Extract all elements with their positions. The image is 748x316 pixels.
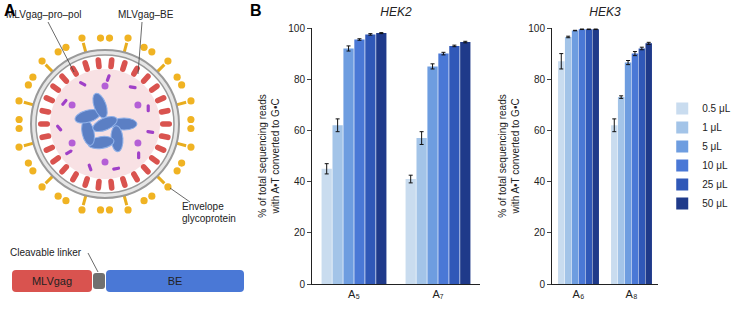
svg-text:100: 100 bbox=[288, 23, 305, 34]
svg-text:50 μL: 50 μL bbox=[702, 198, 728, 209]
svg-text:0: 0 bbox=[299, 279, 305, 290]
svg-text:40: 40 bbox=[294, 176, 306, 187]
svg-text:HEK2: HEK2 bbox=[380, 5, 412, 19]
svg-text:80: 80 bbox=[294, 74, 306, 85]
svg-text:% of total sequencing readswit: % of total sequencing readswith A•T conv… bbox=[497, 94, 521, 217]
svg-text:60: 60 bbox=[294, 125, 306, 136]
svg-text:0: 0 bbox=[539, 279, 545, 290]
svg-text:1 μL: 1 μL bbox=[702, 122, 722, 133]
svg-text:0.5 μL: 0.5 μL bbox=[702, 103, 730, 114]
svg-text:10 μL: 10 μL bbox=[702, 160, 728, 171]
svg-text:A₅: A₅ bbox=[348, 288, 360, 300]
svg-text:5 μL: 5 μL bbox=[702, 141, 722, 152]
svg-text:A₇: A₇ bbox=[432, 288, 443, 300]
svg-text:40: 40 bbox=[534, 176, 546, 187]
svg-text:80: 80 bbox=[534, 74, 546, 85]
svg-text:% of total sequencing readswit: % of total sequencing readswith A•T conv… bbox=[257, 94, 281, 217]
svg-text:MLVgag–pro–pol: MLVgag–pro–pol bbox=[6, 9, 81, 20]
svg-text:MLVgag: MLVgag bbox=[32, 275, 72, 287]
svg-text:100: 100 bbox=[528, 23, 545, 34]
svg-text:HEK3: HEK3 bbox=[589, 5, 621, 19]
svg-text:20: 20 bbox=[534, 227, 546, 238]
svg-text:25 μL: 25 μL bbox=[702, 179, 728, 190]
svg-text:Cleavable linker: Cleavable linker bbox=[10, 247, 82, 258]
svg-text:A₈: A₈ bbox=[626, 288, 638, 300]
svg-text:BE: BE bbox=[168, 275, 183, 287]
svg-text:MLVgag–BE: MLVgag–BE bbox=[118, 9, 174, 20]
svg-text:A₆: A₆ bbox=[573, 288, 585, 300]
svg-text:20: 20 bbox=[294, 227, 306, 238]
svg-text:Envelopeglycoprotein: Envelopeglycoprotein bbox=[182, 201, 236, 224]
svg-text:60: 60 bbox=[534, 125, 546, 136]
